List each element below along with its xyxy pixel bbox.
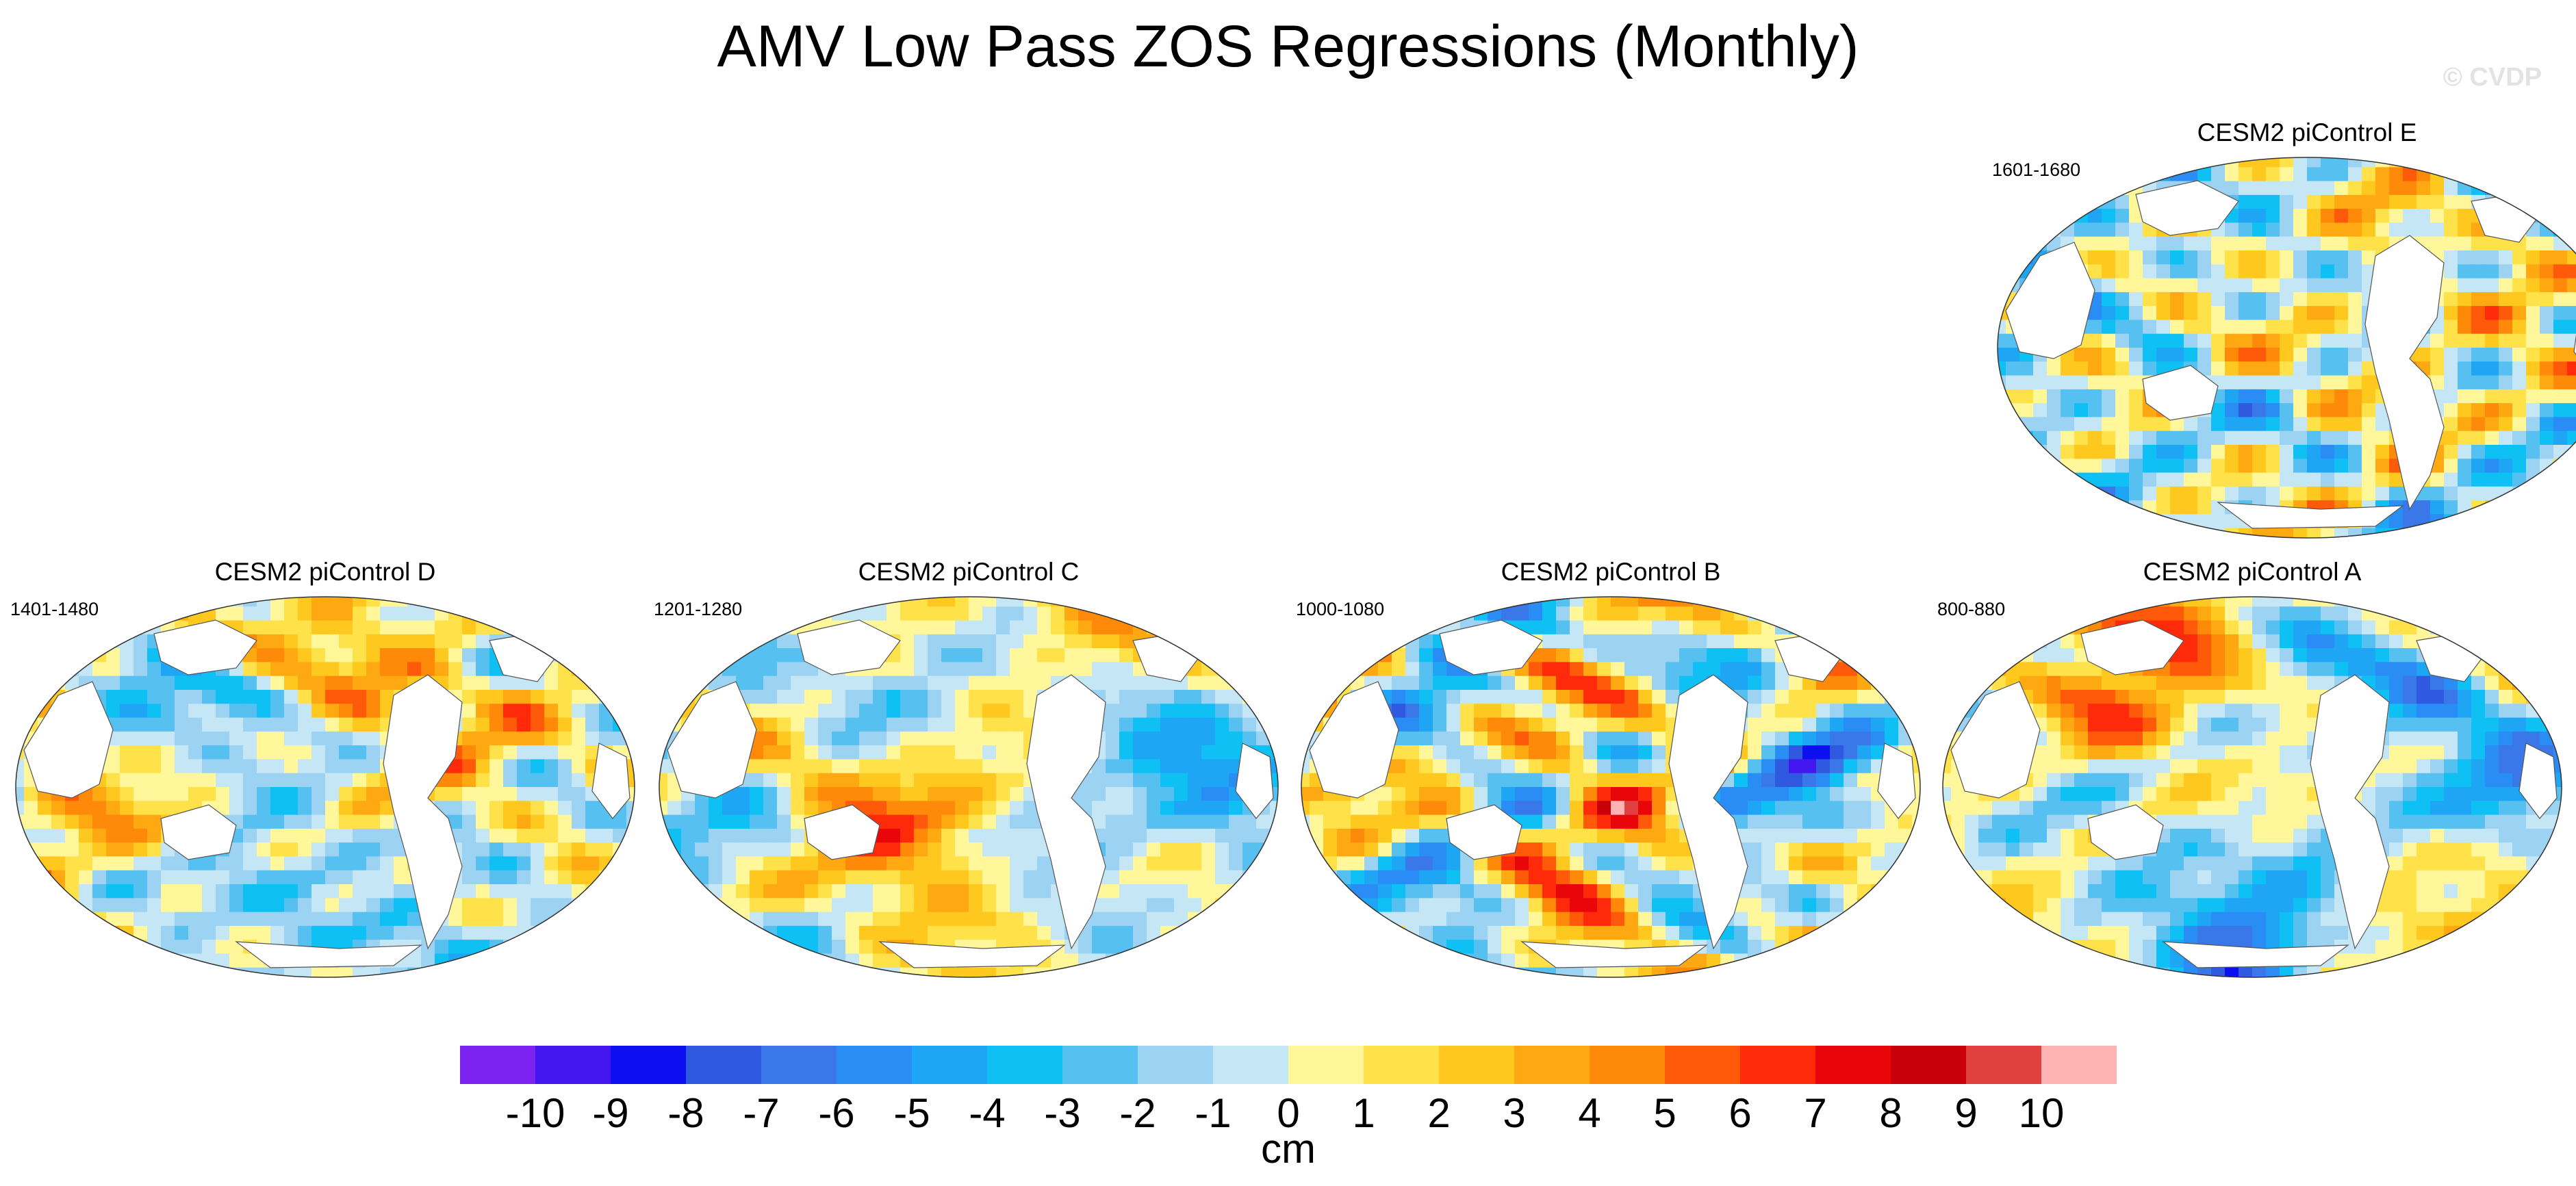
panel-title: CESM2 piControl A [2143,558,2362,586]
regression-field [1301,597,1920,977]
panel-title: CESM2 piControl E [2197,118,2417,146]
map-panel-a: CESM2 piControl A 800-880 [1937,557,2567,981]
colorbar-swatch [535,1046,611,1084]
colorbar-swatch [1815,1046,1891,1084]
regression-field [1998,157,2576,538]
colorbar-tick-label: -10 [505,1090,565,1136]
map-panel-e: CESM2 piControl E 1601-1680 [1992,118,2576,542]
map-outline [1997,157,2576,539]
colorbar-swatch [1288,1046,1364,1084]
colorbar-tick-labels: -10 -9 -8 -7 -6 -5 -4 -3 -2 -1 0 1 2 3 4 5 6 7 8 9 10 [460,1090,2117,1137]
colorbar-tick-label: 5 [1653,1090,1676,1136]
colorbar-swatch [1514,1046,1590,1084]
colorbar-tick-label: -2 [1119,1090,1156,1136]
colorbar-tick-label: 8 [1879,1090,1902,1136]
panel-title: CESM2 piControl C [858,558,1080,586]
colorbar-tick-label: 4 [1578,1090,1601,1136]
zos-regression-map [1301,596,1921,978]
map-outline [1301,596,1921,978]
colorbar-swatch [761,1046,837,1084]
colorbar-tick-label: -5 [893,1090,930,1136]
colorbar-swatch [837,1046,912,1084]
colorbar-tick-label: -9 [592,1090,629,1136]
colorbar-tick-label: -4 [969,1090,1006,1136]
colorbar-swatch [1590,1046,1665,1084]
colorbar-swatch [1364,1046,1439,1084]
colorbar-swatch [1665,1046,1740,1084]
map-panel-d: CESM2 piControl D 1401-1480 [10,557,640,981]
figure-title: AMV Low Pass ZOS Regressions (Monthly) [717,14,1859,79]
colorbar-swatch [686,1046,761,1084]
colorbar-swatch [912,1046,987,1084]
colorbar-tick-label: 10 [2018,1090,2065,1136]
map-panel-b: CESM2 piControl B 1000-1080 [1296,557,1926,981]
colorbar-tick-label: 6 [1729,1090,1752,1136]
panel-years: 1000-1080 [1296,599,1385,619]
colorbar-tick-label: 0 [1277,1090,1300,1136]
colorbar-swatch [1740,1046,1815,1084]
colorbar-tick-label: -8 [667,1090,704,1136]
zos-regression-map [1997,157,2576,539]
colorbar-tick-label: -3 [1044,1090,1081,1136]
panel-years: 800-880 [1937,599,2006,619]
colorbar-tick-label: 7 [1804,1090,1827,1136]
zos-regression-map [15,596,635,978]
map-outline [15,596,635,978]
panel-years: 1401-1480 [10,599,99,619]
colorbar-tick-label: 3 [1503,1090,1526,1136]
colorbar-swatch [611,1046,686,1084]
colorbar-tick-label: -1 [1195,1090,1232,1136]
colorbar-tick-label: 9 [1954,1090,1978,1136]
cvdp-watermark: © CVDP [2443,63,2542,92]
map-outline [659,596,1279,978]
regression-field [16,597,635,977]
colorbar-swatch [987,1046,1062,1084]
regression-field [1943,597,2562,977]
map-panel-c: CESM2 piControl C 1201-1280 [654,557,1284,981]
regression-field [659,597,1278,977]
map-outline [1942,596,2562,978]
colorbar-tick-label: 1 [1352,1090,1375,1136]
panel-years: 1601-1680 [1992,159,2081,180]
colorbar-tick-label: 2 [1427,1090,1451,1136]
colorbar-units: cm [1261,1126,1316,1172]
colorbar-swatch [460,1046,535,1084]
panel-title: CESM2 piControl B [1501,558,1721,586]
zos-regression-map [1942,596,2562,978]
colorbar-tick-label: -7 [743,1090,780,1136]
panel-years: 1201-1280 [654,599,743,619]
panel-title: CESM2 piControl D [214,558,436,586]
colorbar-swatch [1966,1046,2041,1084]
colorbar-swatch [1138,1046,1213,1084]
colorbar-swatch [1213,1046,1288,1084]
colorbar-swatch [2041,1046,2117,1084]
colorbar-swatch [1062,1046,1138,1084]
colorbar-swatch [1439,1046,1514,1084]
colorbar [460,1046,2117,1084]
colorbar-tick-label: -6 [818,1090,855,1136]
colorbar-swatch [1891,1046,1966,1084]
zos-regression-map [659,596,1279,978]
